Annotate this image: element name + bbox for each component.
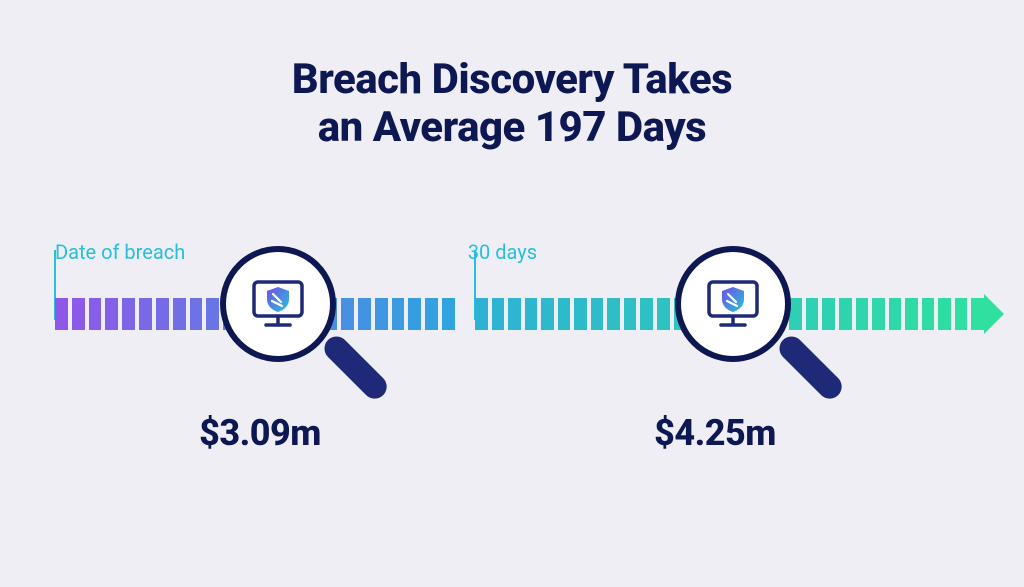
timeline-segment (872, 298, 885, 330)
timeline-segment (341, 298, 354, 330)
timeline-segment (938, 298, 951, 330)
timeline-segment (190, 298, 203, 330)
cost-label: $4.25m (625, 412, 805, 454)
timeline-segment (122, 298, 135, 330)
timeline-segment (806, 298, 819, 330)
timeline-segment (55, 298, 68, 330)
axis-label-mid: 30 days (468, 240, 537, 264)
timeline-segment (971, 298, 984, 330)
timeline-segment (955, 298, 968, 330)
timeline-segment (72, 298, 85, 330)
timeline-segment (640, 298, 653, 330)
timeline-segment (574, 298, 587, 330)
title-line-2: an Average 197 Days (318, 103, 707, 152)
timeline-segment (905, 298, 918, 330)
timeline-segment (508, 298, 521, 330)
infographic-canvas: Breach Discovery Takes an Average 197 Da… (0, 0, 1024, 587)
breached-monitor-icon (703, 274, 763, 334)
timeline-segment (408, 298, 421, 330)
magnifier-handle (320, 332, 392, 404)
title-line-1: Breach Discovery Takes (292, 55, 732, 104)
magnifier-icon (675, 246, 795, 366)
timeline-segment (156, 298, 169, 330)
timeline-segment (392, 298, 405, 330)
timeline-segment (607, 298, 620, 330)
timeline-segment (206, 298, 219, 330)
timeline-segment (425, 298, 438, 330)
timeline-segment (558, 298, 571, 330)
timeline-segment (358, 298, 371, 330)
timeline-segment (525, 298, 538, 330)
axis-label-start: Date of breach (55, 240, 185, 264)
timeline-segment (822, 298, 835, 330)
magnifier-handle (775, 332, 847, 404)
timeline-segment (591, 298, 604, 330)
cost-label: $3.09m (170, 412, 350, 454)
timeline-segment (173, 298, 186, 330)
timeline-segment (442, 298, 455, 330)
magnifier-icon (220, 246, 340, 366)
timeline-segment (657, 298, 670, 330)
timeline-segment (889, 298, 902, 330)
timeline-segment (105, 298, 118, 330)
timeline-segment (541, 298, 554, 330)
timeline-segment (475, 298, 488, 330)
timeline: Date of breach30 days$3.09m$4.25m (55, 272, 1004, 502)
timeline-arrow-head (984, 294, 1004, 334)
breached-monitor-icon (248, 274, 308, 334)
timeline-segment (375, 298, 388, 330)
timeline-segment (139, 298, 152, 330)
timeline-segment (624, 298, 637, 330)
timeline-segment (492, 298, 505, 330)
timeline-segment (856, 298, 869, 330)
timeline-segment (89, 298, 102, 330)
timeline-segment (839, 298, 852, 330)
page-title: Breach Discovery Takes an Average 197 Da… (0, 0, 1024, 153)
timeline-segment (922, 298, 935, 330)
